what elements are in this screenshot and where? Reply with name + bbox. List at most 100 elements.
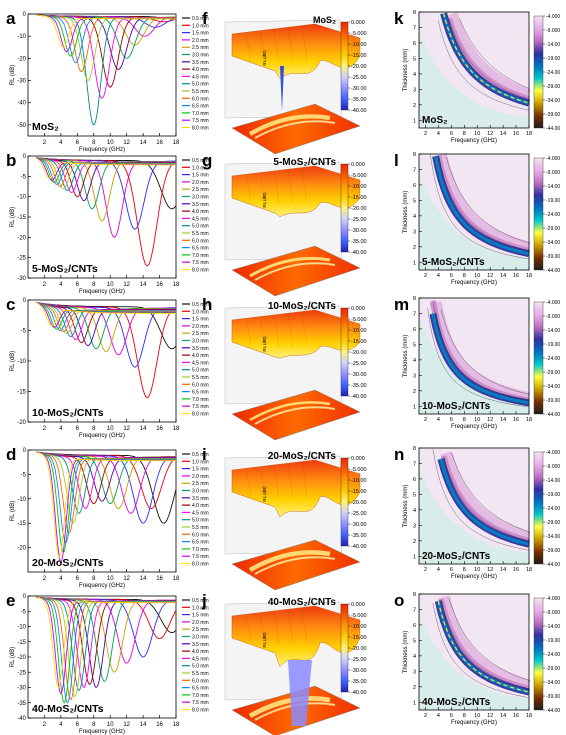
y-tick-label: -10 <box>17 359 26 365</box>
y-tick-label: 2 <box>413 103 416 109</box>
legend-label: 1.0 mm <box>192 459 209 465</box>
legend-label: 6.0 mm <box>192 678 209 684</box>
x-tick-label: 10 <box>107 140 114 146</box>
panel-letter: a <box>6 9 16 28</box>
x-tick-label: 10 <box>474 131 480 137</box>
panel-letter: f <box>202 9 208 28</box>
colorbar-tick-label: -24.00 <box>546 212 560 218</box>
colorbar-tick-label: 0.000 <box>351 602 365 608</box>
contour-line <box>438 20 530 111</box>
x-axis-label: Frequency (GHz) <box>451 720 497 726</box>
colorbar-tick-label: -35.00 <box>351 97 367 103</box>
surface-grid-line <box>301 167 308 204</box>
colorbar-tick-label: -35.00 <box>351 679 367 685</box>
rl-panel-b: b 2 4 6 8 10 12 14 16 18 0 -5 -10 -15 -20 -25 -30 Frequen… <box>6 151 209 295</box>
contour-band-min <box>443 13 530 104</box>
x-tick-label: 16 <box>513 417 519 423</box>
x-tick-label: 10 <box>107 282 114 288</box>
legend-label: 4.0 mm <box>192 503 209 509</box>
y-tick-label: 3 <box>413 523 416 529</box>
colorbar-tick-label: -5.000 <box>351 31 367 37</box>
legend-label: 0.5 mm <box>192 598 209 604</box>
legend-label: 8.0 mm <box>192 708 209 714</box>
surface-grid-line <box>287 313 294 348</box>
colorbar-tick-label: -44.00 <box>546 412 560 418</box>
colorbar <box>533 157 544 271</box>
surface-panel-f: f RL (dB) 0.000 -5.000 -10.00 -15.00 -20.00 -25… <box>202 9 367 155</box>
colorbar-tick-label: -24.00 <box>546 356 560 362</box>
colorbar-tick-label: -20.00 <box>351 206 367 212</box>
y-axis-label: Thickness (mm) <box>403 485 409 528</box>
surface-grid-line <box>273 29 280 62</box>
colorbar-tick-label: -40.00 <box>351 250 367 256</box>
x-axis-label: Frequency (GHz) <box>451 138 497 144</box>
x-tick-label: 2 <box>424 713 427 719</box>
sample-label: 20-MoS₂/CNTs <box>422 551 491 562</box>
rl-panel-a: a 2 4 6 8 10 12 14 16 18 0 -10 -20 -30 -40 -50 Frequency… <box>6 9 209 153</box>
legend-label: 5.0 mm <box>192 82 209 88</box>
x-axis-label: Frequency (GHz) <box>79 729 125 735</box>
x-tick-label: 2 <box>424 567 427 573</box>
y-tick-label: -10 <box>17 34 26 40</box>
legend-label: 3.5 mm <box>192 60 209 66</box>
legend-label: 8.0 mm <box>192 268 209 274</box>
legend-label: 2.0 mm <box>192 474 209 480</box>
colorbar-tick-label: -30.00 <box>351 668 367 674</box>
y-tick-label: 6 <box>413 327 416 333</box>
contour-line <box>429 154 530 260</box>
y-axis-label: Thickness (mm) <box>403 49 409 92</box>
rl-min-spike <box>280 66 284 111</box>
colorbar-tick-label: -10.00 <box>351 42 367 48</box>
colorbar-tick-label: -9.000 <box>546 314 560 320</box>
legend-label: 5.5 mm <box>192 525 209 531</box>
y-tick-label: -15 <box>17 521 26 527</box>
y-tick-label: -30 <box>17 686 26 692</box>
rl-panel-e: e 2 4 6 8 10 12 14 16 18 0 -5 -10 -15 -20 -25 -30 -35 -40 F… <box>6 591 209 735</box>
y-tick-label: -5 <box>21 472 27 478</box>
legend-label: 1.5 mm <box>192 613 209 619</box>
legend-label: 4.5 mm <box>192 74 209 80</box>
x-tick-label: 4 <box>437 273 440 279</box>
colorbar-tick-label: -29.00 <box>546 666 560 672</box>
colorbar-tick-label: -20.00 <box>351 646 367 652</box>
colorbar-tick-label: -44.00 <box>546 708 560 714</box>
sample-label: 40-MoS₂/CNTs <box>268 597 337 608</box>
colorbar-tick-label: -5.000 <box>351 173 367 179</box>
legend-label: 5.5 mm <box>192 89 209 95</box>
legend-label: 2.5 mm <box>192 45 209 51</box>
legend-label: 3.5 mm <box>192 346 209 352</box>
contour-line <box>459 18 530 89</box>
y-tick-label: 1 <box>413 118 416 124</box>
x-axis-label: Frequency (GHz) <box>451 424 497 430</box>
x-axis-label: Frequency (GHz) <box>451 280 497 286</box>
colorbar <box>340 603 349 693</box>
colorbar <box>533 597 544 711</box>
colorbar-tick-label: -40.00 <box>351 544 367 550</box>
x-tick-label: 2 <box>424 417 427 423</box>
y-tick-label: 3 <box>413 229 416 235</box>
legend-label: 6.5 mm <box>192 540 209 546</box>
colorbar-tick-label: -29.00 <box>546 84 560 90</box>
panel-letter: b <box>6 151 16 170</box>
legend-label: 5.0 mm <box>192 664 209 670</box>
colorbar-tick-label: -24.00 <box>546 506 560 512</box>
legend-label: 1.5 mm <box>192 467 209 473</box>
rl-curve-16 <box>36 14 176 48</box>
legend-label: 2.5 mm <box>192 481 209 487</box>
rl-curve-16 <box>35 157 176 179</box>
colorbar-tick-label: -44.00 <box>546 126 560 132</box>
sample-label: 10-MoS₂/CNTs <box>268 301 337 312</box>
contour-band-outer <box>437 595 531 692</box>
y-tick-label: 8 <box>413 296 416 302</box>
y-tick-label: 5 <box>413 342 416 348</box>
legend-label: 0.5 mm <box>192 16 209 22</box>
y-tick-label: -10 <box>17 497 26 503</box>
sample-label: 20-MoS₂/CNTs <box>268 451 337 462</box>
surface-grid-line <box>273 171 280 204</box>
surface-panel-j: j RL (dB) 0.000 -5.000 -10.00 -15.00 -20.00 -25… <box>201 591 367 735</box>
y-tick-label: 8 <box>413 446 416 452</box>
x-tick-label: 16 <box>513 131 519 137</box>
legend-label: 7.0 mm <box>192 253 209 259</box>
legend-label: 4.5 mm <box>192 510 209 516</box>
